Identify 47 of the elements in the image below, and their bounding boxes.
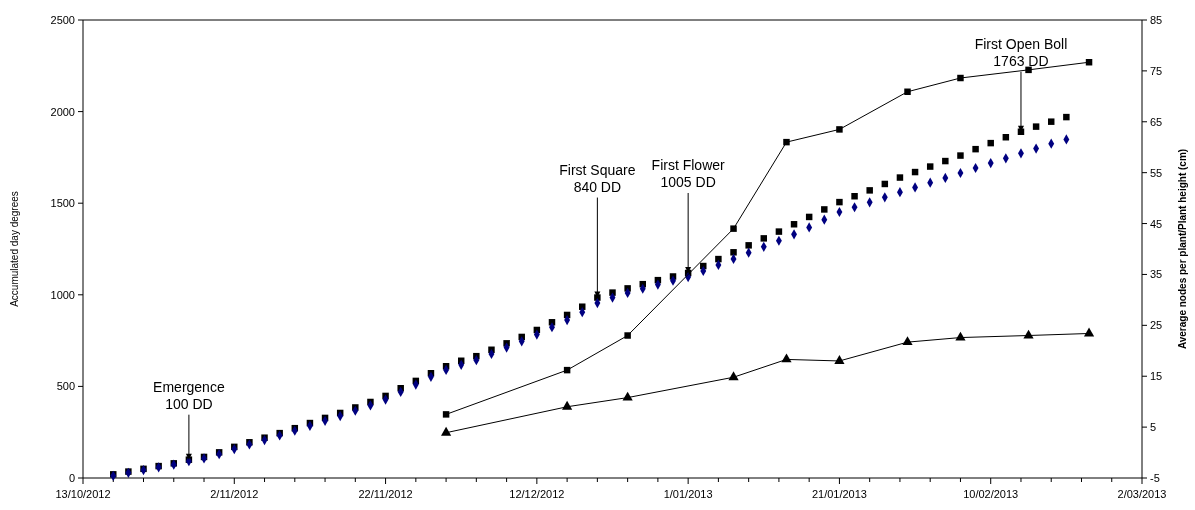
y2-tick-label: 65	[1150, 115, 1163, 128]
x-tick-label: 13/10/2012	[55, 488, 111, 500]
y2-tick-label: 15	[1150, 370, 1163, 383]
point	[1083, 327, 1095, 337]
y2-tick-label: 55	[1150, 166, 1163, 179]
point	[834, 355, 845, 364]
point	[955, 331, 966, 341]
x-tick-label: 2/11/2012	[210, 488, 259, 500]
point	[836, 126, 843, 133]
y-tick-label: 1500	[50, 197, 75, 210]
annotation: First Square 840 DD	[559, 161, 636, 195]
y2-tick-label: 35	[1150, 268, 1163, 281]
point	[622, 391, 633, 401]
y-tick-label: 1000	[50, 288, 75, 301]
y-tick-label: 2000	[50, 105, 75, 118]
y-tick-label: 500	[56, 380, 75, 393]
point	[562, 400, 573, 410]
x-tick-label: 10/02/2013	[963, 488, 1019, 500]
y2-tick-label: 75	[1150, 64, 1163, 77]
y2-tick-label: -5	[1150, 472, 1160, 484]
point	[624, 332, 631, 339]
annotation: First Flower 1005 DD	[651, 157, 726, 190]
point	[730, 225, 737, 232]
point	[728, 371, 739, 381]
y-tick-label: 0	[68, 472, 75, 484]
y2-axis-title: Average nodes per plant/Plant height (cm)	[1177, 148, 1188, 350]
annotation: First Open Boll 1763 DD	[974, 35, 1068, 69]
x-tick-label: 2/03/2013	[1117, 488, 1167, 500]
x-tick-label: 22/11/2012	[358, 488, 413, 500]
point	[904, 88, 911, 95]
y2-tick-label: 85	[1150, 14, 1163, 26]
point	[440, 426, 452, 436]
point	[1025, 66, 1032, 74]
point	[902, 336, 913, 346]
point	[957, 74, 964, 82]
y2-tick-label: 45	[1150, 217, 1163, 230]
x-tick-label: 1/01/2013	[663, 488, 713, 500]
x-tick-label: 12/12/2012	[509, 488, 565, 500]
annotation: Emergence 100 DD	[153, 378, 225, 412]
point	[781, 353, 792, 363]
y2-tick-label: 25	[1150, 319, 1163, 332]
y-axis-title: Accumulated day degrees	[9, 191, 20, 307]
y-tick-label: 2500	[50, 14, 75, 26]
point	[783, 138, 790, 146]
point	[442, 411, 450, 418]
y2-tick-label: 5	[1150, 421, 1157, 434]
x-tick-label: 21/01/2013	[811, 488, 867, 500]
